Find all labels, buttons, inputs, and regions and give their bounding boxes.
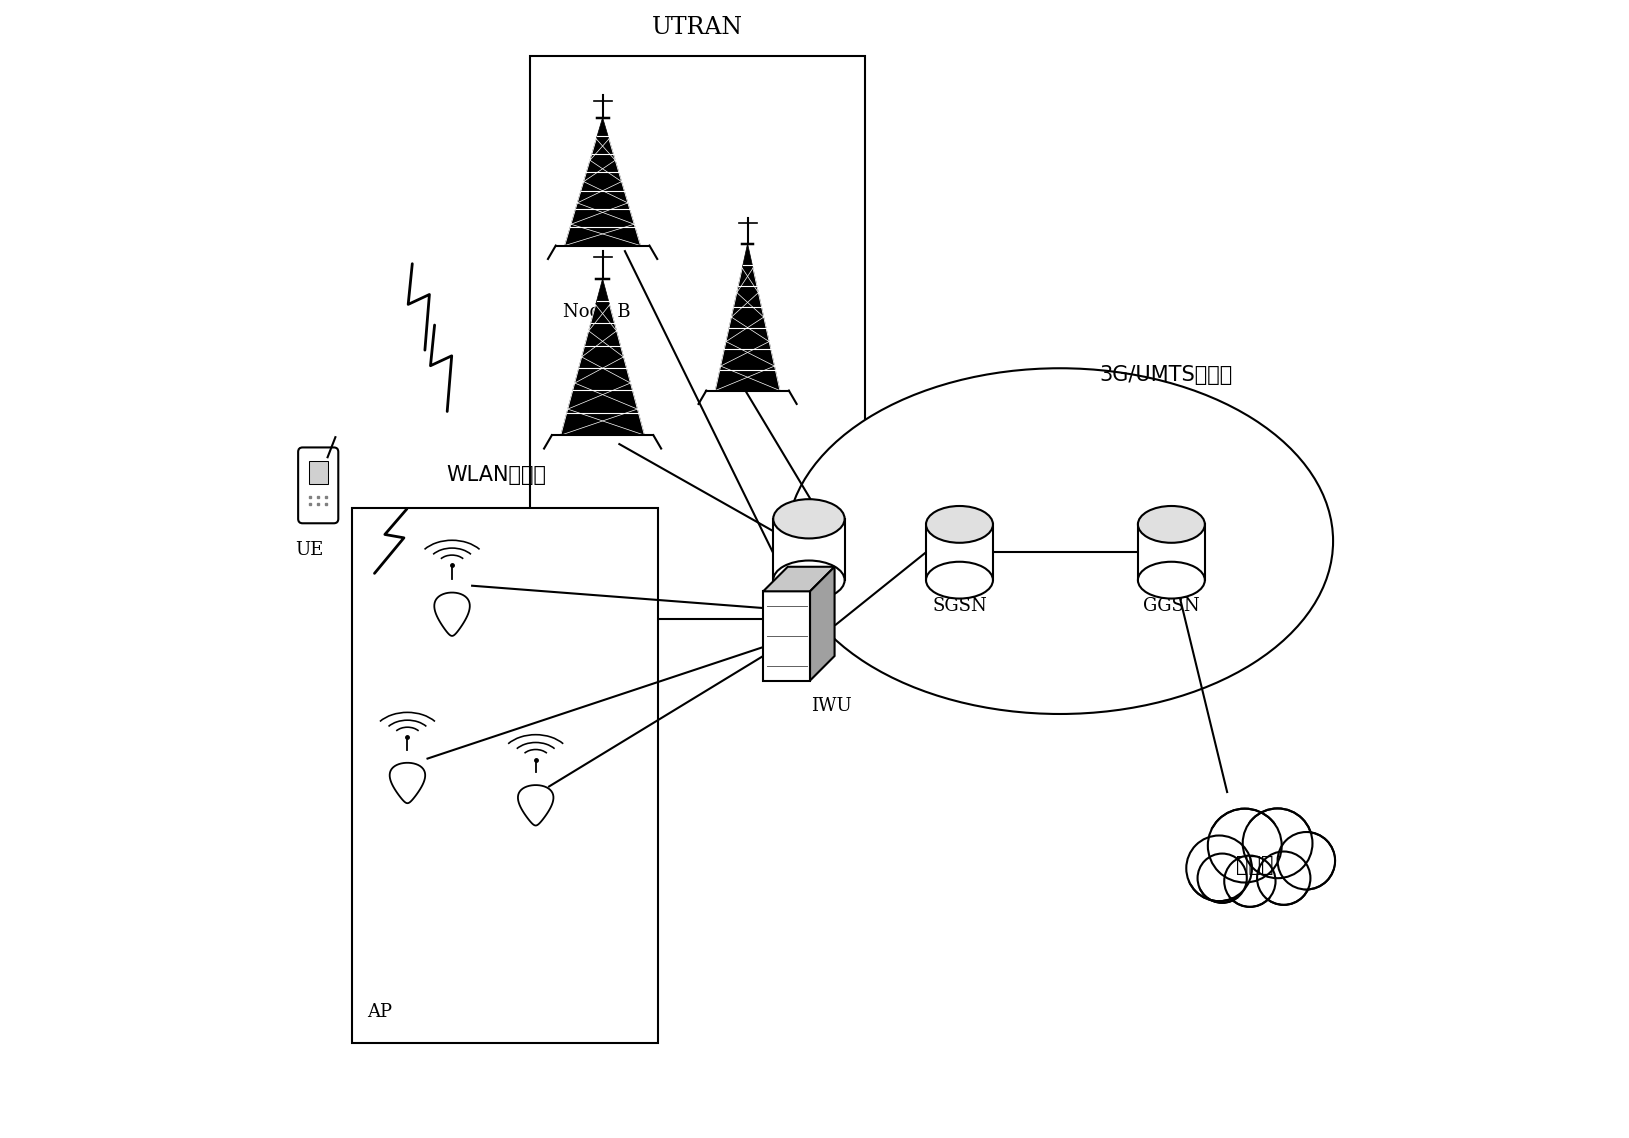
Circle shape (1197, 854, 1246, 902)
Text: RNC: RNC (787, 597, 831, 615)
Ellipse shape (1139, 506, 1205, 543)
Text: UE: UE (295, 542, 324, 559)
Ellipse shape (774, 561, 844, 600)
Circle shape (1243, 808, 1313, 879)
Text: AP: AP (367, 1003, 393, 1021)
Text: UTRAN: UTRAN (652, 16, 743, 40)
Ellipse shape (1139, 562, 1205, 599)
Polygon shape (518, 785, 554, 825)
Ellipse shape (787, 369, 1333, 714)
Text: IWU: IWU (811, 698, 852, 716)
FancyBboxPatch shape (298, 447, 339, 523)
Text: SGSN: SGSN (932, 597, 987, 615)
Ellipse shape (774, 500, 844, 538)
Polygon shape (529, 56, 865, 619)
Polygon shape (774, 519, 844, 580)
Circle shape (1258, 851, 1310, 905)
Polygon shape (389, 762, 425, 803)
Polygon shape (715, 244, 780, 390)
Text: 3G/UMTS核心网: 3G/UMTS核心网 (1100, 365, 1233, 385)
Polygon shape (310, 461, 327, 484)
Polygon shape (1139, 525, 1205, 580)
Circle shape (1225, 856, 1276, 907)
Text: 互联网: 互联网 (1236, 855, 1274, 874)
Polygon shape (435, 593, 469, 636)
Circle shape (1277, 832, 1336, 890)
Text: WLAN接入网: WLAN接入网 (446, 465, 547, 486)
Polygon shape (352, 508, 658, 1042)
Text: GGSN: GGSN (1144, 597, 1199, 615)
Ellipse shape (925, 506, 994, 543)
Ellipse shape (925, 562, 994, 599)
Polygon shape (810, 567, 834, 681)
Polygon shape (764, 592, 810, 681)
Circle shape (1207, 809, 1282, 882)
Ellipse shape (1165, 811, 1346, 910)
Polygon shape (764, 567, 834, 592)
Polygon shape (565, 117, 640, 246)
Ellipse shape (1176, 823, 1334, 899)
Polygon shape (560, 279, 645, 435)
Circle shape (1186, 835, 1253, 901)
Polygon shape (925, 525, 994, 580)
Text: Node B: Node B (564, 304, 630, 322)
